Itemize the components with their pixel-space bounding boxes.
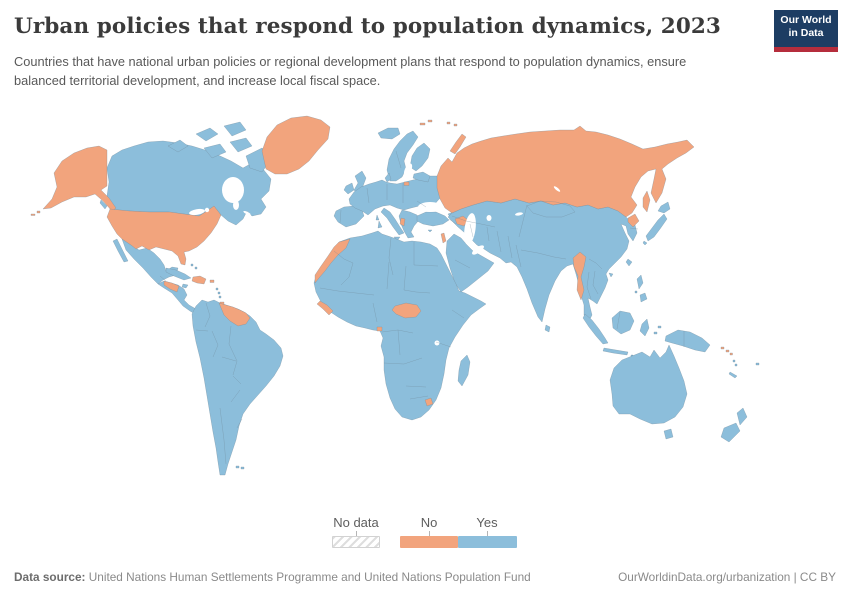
data-source-text: United Nations Human Settlements Program… — [85, 570, 531, 584]
island-hispaniola[interactable] — [191, 275, 207, 285]
countries-no-group — [30, 115, 733, 407]
island-sakhalin[interactable] — [642, 190, 651, 213]
country-myanmar[interactable] — [572, 251, 587, 301]
country-new-zealand[interactable] — [720, 407, 748, 443]
country-central-african-republic[interactable] — [391, 302, 422, 319]
owid-logo-line1: Our World — [780, 14, 832, 26]
country-canada-arctic-islands[interactable] — [167, 121, 273, 173]
region-iberia[interactable] — [333, 205, 365, 228]
continent-africa[interactable] — [313, 230, 487, 421]
continent-south-america[interactable] — [191, 299, 284, 476]
region-morocco-western-sahara[interactable] — [314, 238, 351, 284]
country-albania[interactable] — [399, 217, 406, 227]
country-australia[interactable] — [609, 344, 688, 440]
country-sri-lanka[interactable] — [544, 324, 551, 333]
countries-yes-group — [99, 121, 760, 476]
country-borders — [159, 150, 685, 465]
legend-swatch-yes[interactable] — [458, 536, 517, 548]
owid-logo[interactable]: Our World in Data — [774, 10, 838, 52]
water-hudson-bay — [222, 177, 244, 203]
legend-tick-yes — [487, 531, 488, 536]
country-ireland[interactable] — [343, 182, 355, 195]
region-baltics[interactable] — [412, 171, 431, 183]
country-sierra-leone-liberia[interactable] — [316, 300, 334, 316]
water-lake-victoria — [434, 340, 440, 346]
islands-caribbean[interactable] — [190, 263, 222, 299]
water-aral-sea — [486, 215, 492, 221]
island-sulawesi[interactable] — [639, 318, 662, 337]
legend-tick-no — [429, 531, 430, 536]
water-lake-baikal — [553, 186, 561, 192]
legend-swatch-no-data[interactable] — [332, 536, 380, 548]
country-greenland[interactable] — [261, 115, 331, 175]
water-great-lakes — [189, 208, 205, 216]
country-japan[interactable] — [642, 201, 671, 246]
chart-footer: Data source: United Nations Human Settle… — [14, 570, 836, 584]
country-denmark[interactable] — [384, 172, 392, 183]
legend-swatch-no[interactable] — [400, 536, 458, 548]
country-israel[interactable] — [440, 232, 447, 244]
country-jamaica[interactable] — [181, 283, 189, 289]
country-honduras[interactable] — [163, 280, 180, 293]
country-puerto-rico[interactable] — [209, 279, 215, 283]
page-title: Urban policies that respond to populatio… — [14, 14, 721, 39]
region-scandinavia[interactable] — [386, 130, 419, 182]
country-madagascar[interactable] — [457, 354, 471, 387]
data-source-label: Data source: — [14, 570, 86, 584]
country-italy[interactable] — [375, 207, 405, 242]
water-lake-balkhash — [515, 212, 523, 216]
island-new-guinea[interactable] — [664, 329, 711, 353]
owid-logo-line2: in Data — [788, 27, 824, 40]
water-st-lawrence — [243, 210, 251, 216]
country-usa[interactable] — [106, 205, 222, 266]
region-arabia[interactable] — [445, 233, 495, 293]
footer-link[interactable]: OurWorldinData.org/urbanization | CC BY — [618, 570, 836, 584]
country-finland[interactable] — [409, 142, 431, 172]
islands-pacific[interactable] — [728, 359, 760, 379]
islands-falkland[interactable] — [235, 465, 245, 470]
country-turkey[interactable] — [416, 211, 450, 233]
country-lesotho[interactable] — [424, 397, 434, 407]
chart-subtitle: Countries that have national urban polic… — [14, 54, 687, 89]
country-usa-alaska[interactable] — [30, 145, 117, 216]
region-balkans-greece[interactable] — [398, 209, 420, 245]
country-solomon-islands[interactable] — [720, 346, 733, 356]
legend-label-no-data: No data — [333, 515, 379, 530]
water-persian-gulf — [472, 245, 484, 255]
legend-tick-no-data — [356, 531, 357, 536]
island-hainan[interactable] — [608, 272, 614, 278]
map-legend: No data No Yes — [0, 515, 850, 555]
islands-novaya-zemlya[interactable] — [449, 133, 467, 155]
water-great-lakes-east — [204, 207, 210, 213]
legend-label-no: No — [420, 515, 438, 530]
country-cuba[interactable] — [165, 267, 192, 281]
country-canada-vancouver-island[interactable] — [99, 199, 108, 210]
owid-logo-redbar — [774, 47, 838, 52]
region-kaliningrad[interactable] — [403, 181, 410, 186]
country-indonesia-sumatra[interactable] — [582, 313, 609, 345]
water-baltic-gulf — [403, 163, 413, 177]
country-philippines[interactable] — [634, 274, 648, 303]
legend-label-yes: Yes — [476, 515, 498, 530]
water-black-sea — [418, 202, 442, 212]
country-taiwan[interactable] — [625, 258, 633, 267]
water-james-bay — [233, 200, 239, 210]
country-equatorial-guinea[interactable] — [376, 326, 383, 332]
data-source: Data source: United Nations Human Settle… — [14, 570, 531, 584]
country-iceland[interactable] — [377, 127, 401, 140]
country-russia[interactable] — [436, 125, 695, 218]
region-guyanas[interactable] — [218, 302, 251, 327]
country-north-korea[interactable] — [627, 213, 640, 228]
islands-arctic[interactable] — [419, 119, 458, 127]
island-borneo[interactable] — [611, 310, 635, 335]
